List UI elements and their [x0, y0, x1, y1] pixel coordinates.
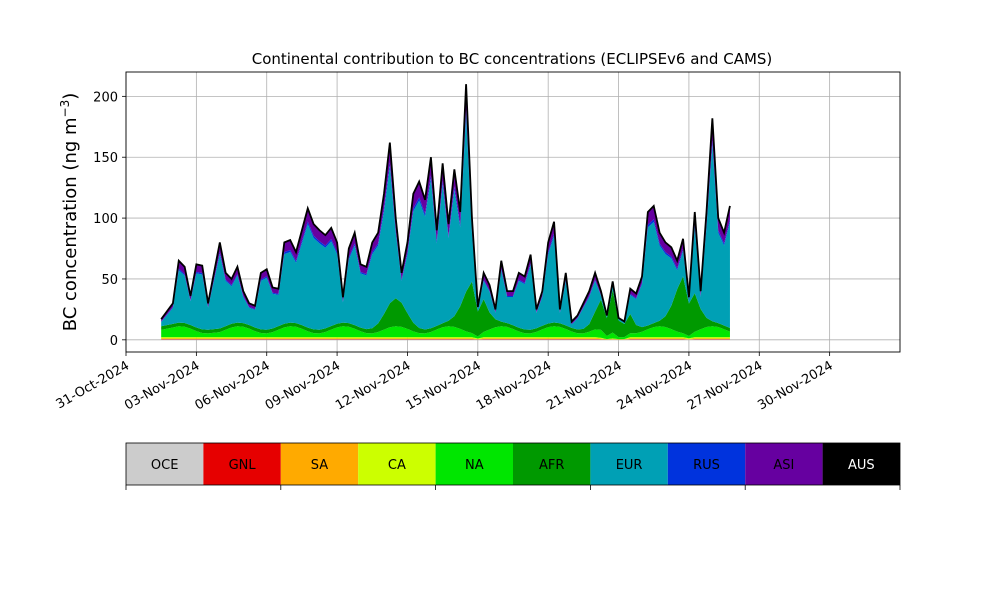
y-tick-label: 100	[93, 212, 118, 227]
area-eur	[161, 114, 730, 330]
chart-title: Continental contribution to BC concentra…	[252, 50, 773, 68]
legend-frame	[125, 442, 901, 486]
legend-label-asi: ASI	[773, 458, 794, 473]
y-axis-label-close: )	[60, 93, 81, 100]
legend-label-sa: SA	[311, 458, 328, 473]
y-tick-label: 0	[110, 334, 118, 349]
area-afr	[161, 276, 730, 338]
area-na	[161, 326, 730, 340]
legend-swatch-afr	[513, 443, 591, 485]
area-sa	[161, 338, 730, 340]
y-axis-label-text: BC concentration (ng m	[60, 117, 81, 331]
area-ca	[161, 337, 730, 340]
legend-swatch-ca	[358, 443, 436, 485]
legend-swatch-sa	[280, 443, 359, 485]
total-line	[160, 84, 731, 324]
legend-swatch-asi	[745, 443, 823, 485]
stacked-areas	[160, 84, 731, 340]
area-asi	[161, 84, 730, 324]
legend-label-eur: EUR	[616, 458, 643, 473]
plot-frame	[125, 71, 901, 353]
legend-label-aus: AUS	[848, 458, 875, 473]
legend-label-oce: OCE	[151, 458, 179, 473]
legend-swatch-gnl	[203, 443, 281, 485]
legend-swatch-oce	[126, 443, 204, 485]
legend-label-afr: AFR	[539, 458, 564, 473]
y-tick-label: 200	[93, 90, 118, 105]
y-tick-label: 50	[101, 273, 118, 288]
legend-label-na: NA	[465, 458, 484, 473]
legend-swatch-rus	[667, 443, 746, 485]
y-tick-label: 150	[93, 151, 118, 166]
legend-label-gnl: GNL	[229, 458, 257, 473]
legend-label-ca: CA	[388, 458, 406, 473]
legend-swatch-aus	[822, 443, 900, 485]
y-axis-label-exponent: −3	[58, 100, 72, 118]
y-axis-label: BC concentration (ng m−3)	[58, 93, 81, 332]
area-gnl	[161, 338, 730, 340]
legend-label-rus: RUS	[693, 458, 720, 473]
legend-swatch-na	[435, 443, 513, 485]
legend-colorbar: OCE GNL SA CA NA AFR EUR RUS ASI AUS	[125, 442, 901, 490]
legend-swatch-eur	[590, 443, 668, 485]
